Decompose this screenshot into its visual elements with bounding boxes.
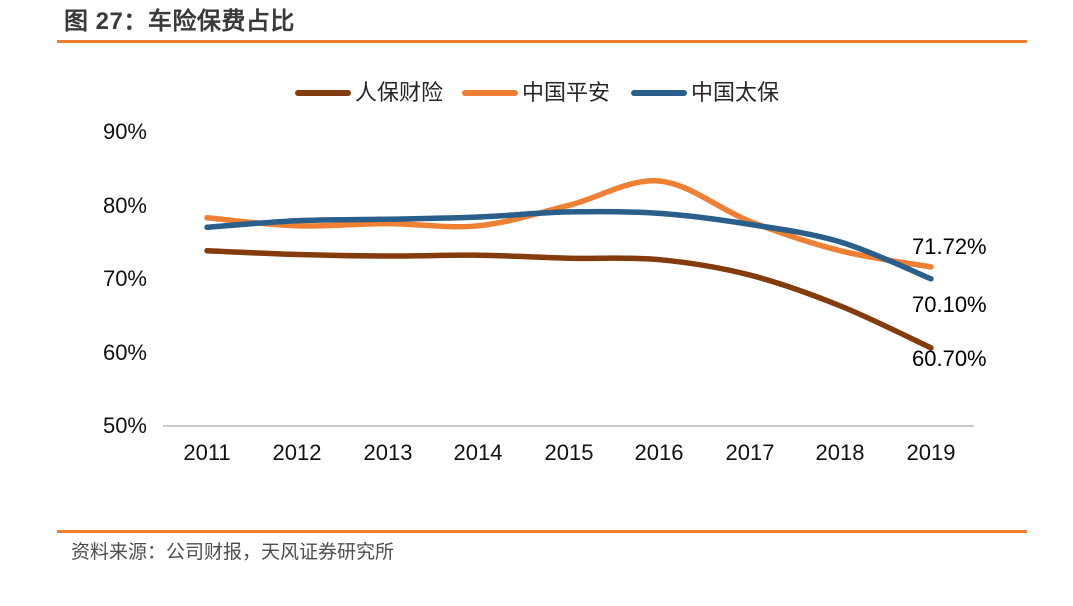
legend-label-pingan: 中国平安 [522, 80, 611, 105]
x-tick-2017: 2017 [725, 440, 775, 465]
y-tick-60: 60% [102, 340, 147, 365]
x-tick-2011: 2011 [183, 440, 231, 465]
picc-series-line [204, 248, 934, 351]
figure-title: 图 27：车险保费占比 [64, 8, 295, 35]
y-tick-90: 90% [102, 119, 147, 144]
legend-item-pingan: 中国平安 [462, 80, 610, 106]
x-tick-2014: 2014 [453, 440, 503, 465]
legend-label-cpic: 中国太保 [691, 80, 780, 105]
title-rule [57, 40, 1027, 43]
y-tick-80: 80% [102, 193, 147, 218]
pingan-series-line [204, 178, 934, 270]
x-tick-2015: 2015 [544, 440, 594, 465]
x-tick-2018: 2018 [815, 440, 865, 465]
pingan-line-swatch [462, 90, 518, 96]
x-tick-2013: 2013 [363, 440, 413, 465]
y-tick-70: 70% [102, 266, 147, 291]
picc-line-swatch [295, 90, 351, 96]
legend-item-picc: 人保财险 [295, 80, 443, 106]
x-tick-2019: 2019 [906, 440, 956, 465]
legend-label-picc: 人保财险 [355, 80, 444, 105]
legend-item-cpic: 中国太保 [631, 80, 779, 106]
x-axis-line [163, 425, 974, 427]
cpic-line-swatch [631, 90, 687, 96]
y-tick-50: 50% [102, 413, 147, 438]
cpic-series-line [204, 208, 934, 282]
x-tick-2012: 2012 [272, 440, 322, 465]
x-tick-2016: 2016 [634, 440, 684, 465]
pingan-end-value-label: 71.72% [912, 234, 987, 259]
source-note: 资料来源：公司财报，天风证券研究所 [71, 542, 395, 563]
picc-end-value-label: 60.70% [912, 346, 987, 371]
footer-rule [57, 530, 1027, 533]
cpic-end-value-label: 70.10% [912, 292, 987, 317]
